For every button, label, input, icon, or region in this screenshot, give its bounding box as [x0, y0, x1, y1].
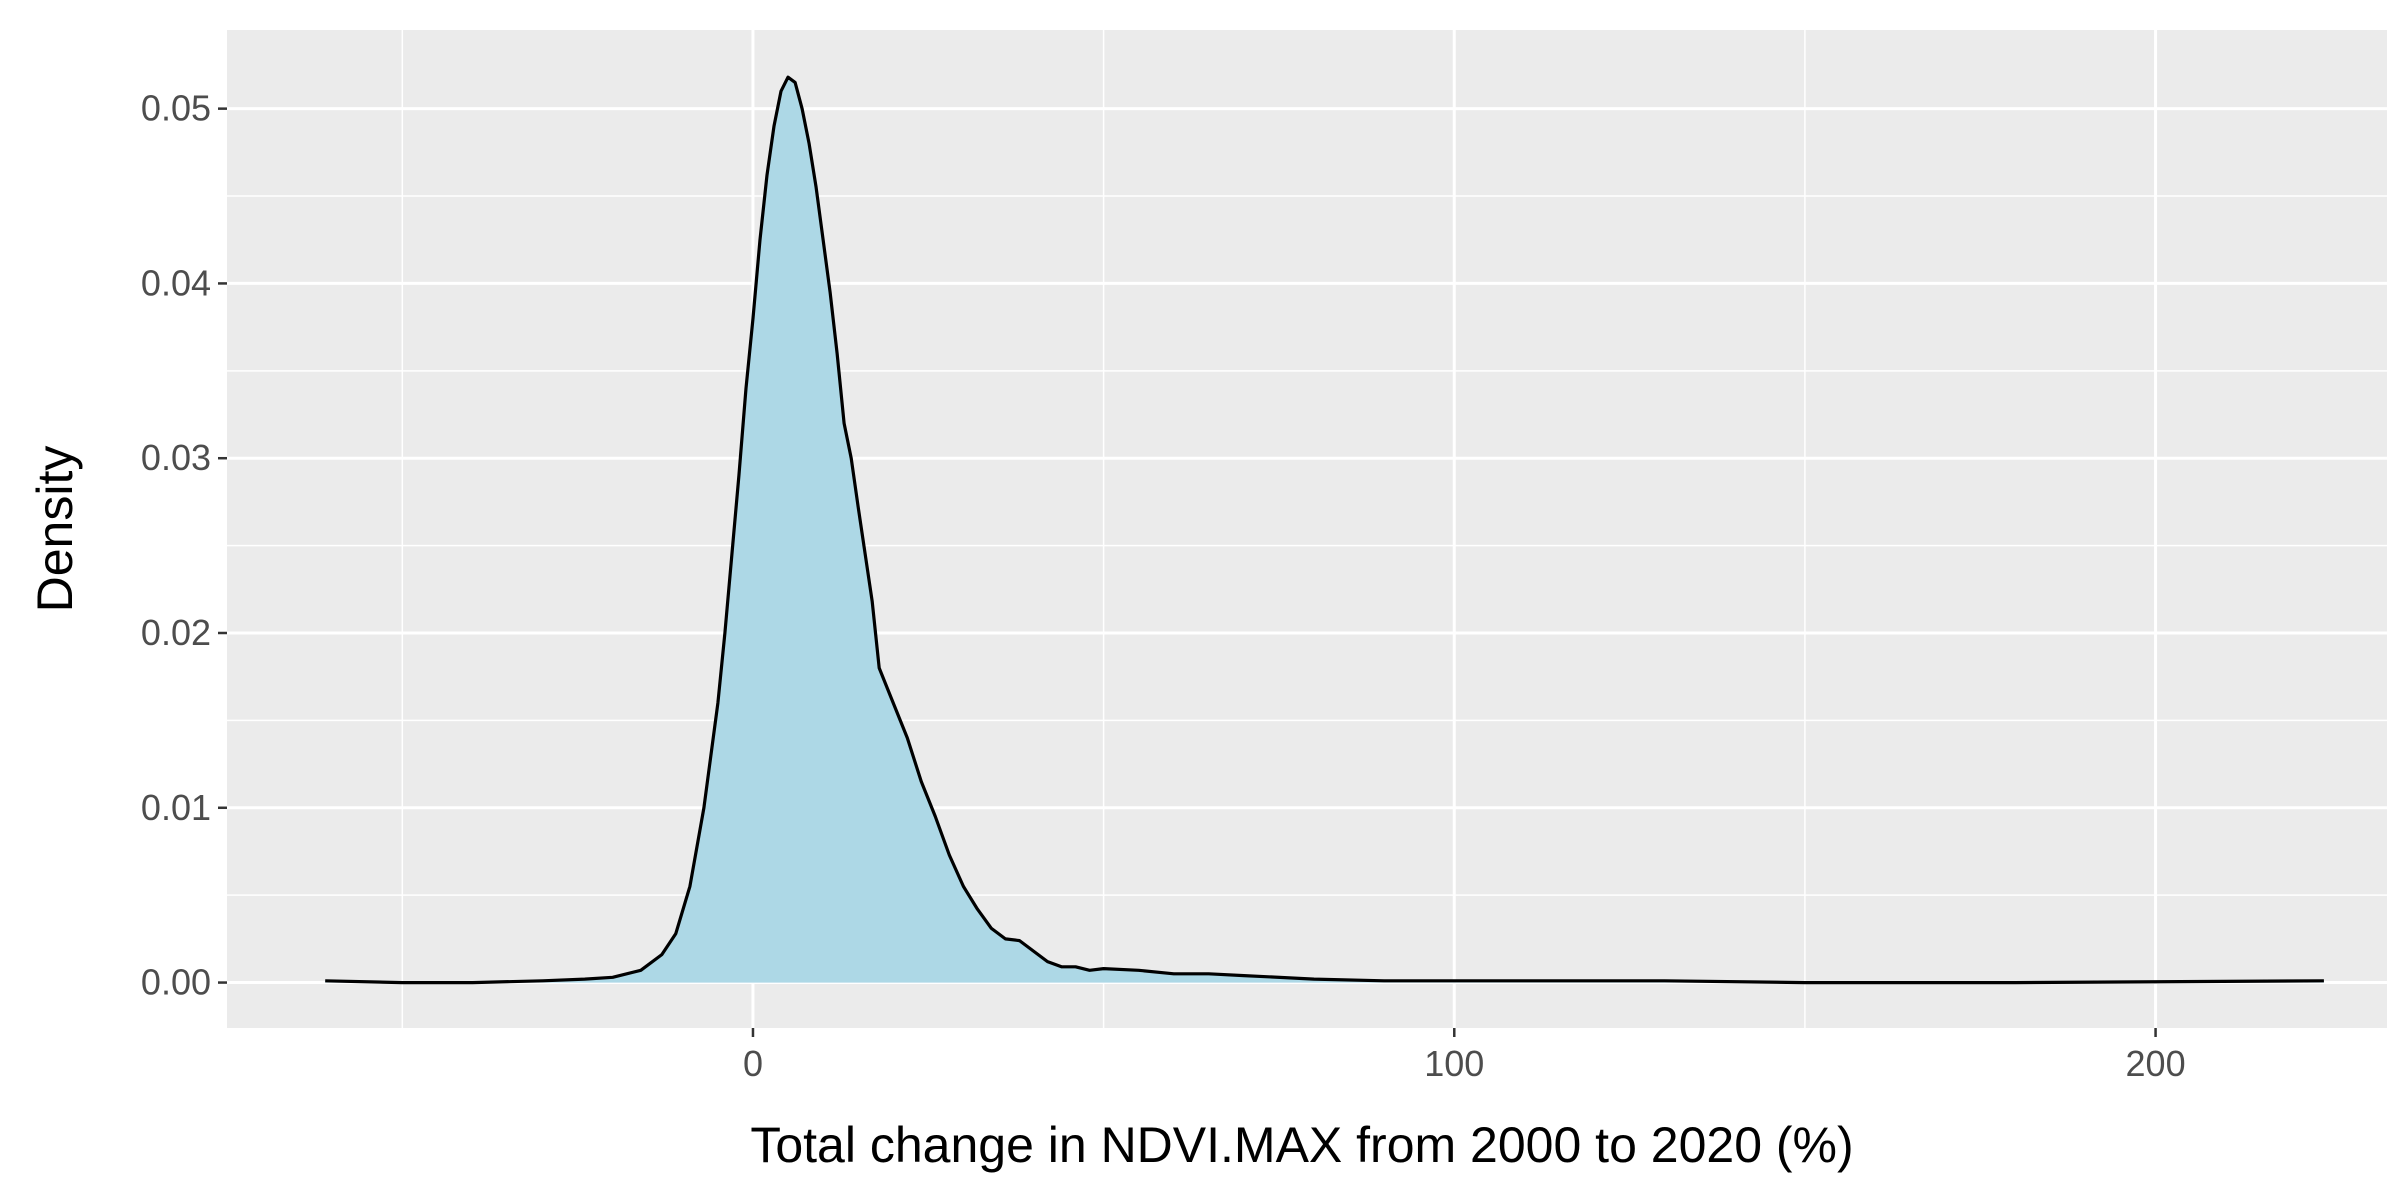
x-tick-label: 100 — [1424, 1043, 1484, 1084]
density-series — [325, 75, 2324, 985]
x-tick-label: 200 — [2126, 1043, 2186, 1084]
density-area-fill — [325, 77, 2324, 983]
y-axis: 0.00 0.01 0.02 0.03 0.04 0.05 — [141, 88, 227, 1003]
y-tick-label: 0.04 — [141, 262, 211, 303]
y-tick-label: 0.01 — [141, 787, 211, 828]
density-line — [325, 75, 2324, 985]
minor-gridlines — [227, 30, 2387, 1028]
y-tick-label: 0.00 — [141, 962, 211, 1003]
x-tick-label: 0 — [743, 1043, 763, 1084]
x-axis-title: Total change in NDVI.MAX from 2000 to 20… — [750, 1117, 1853, 1173]
y-tick-label: 0.02 — [141, 612, 211, 653]
y-tick-label: 0.05 — [141, 88, 211, 129]
x-axis: 0 100 200 — [743, 1028, 2186, 1084]
major-gridlines — [227, 30, 2387, 1028]
y-axis-title: Density — [27, 446, 83, 613]
plot-panel — [227, 30, 2387, 1028]
y-tick-label: 0.03 — [141, 437, 211, 478]
